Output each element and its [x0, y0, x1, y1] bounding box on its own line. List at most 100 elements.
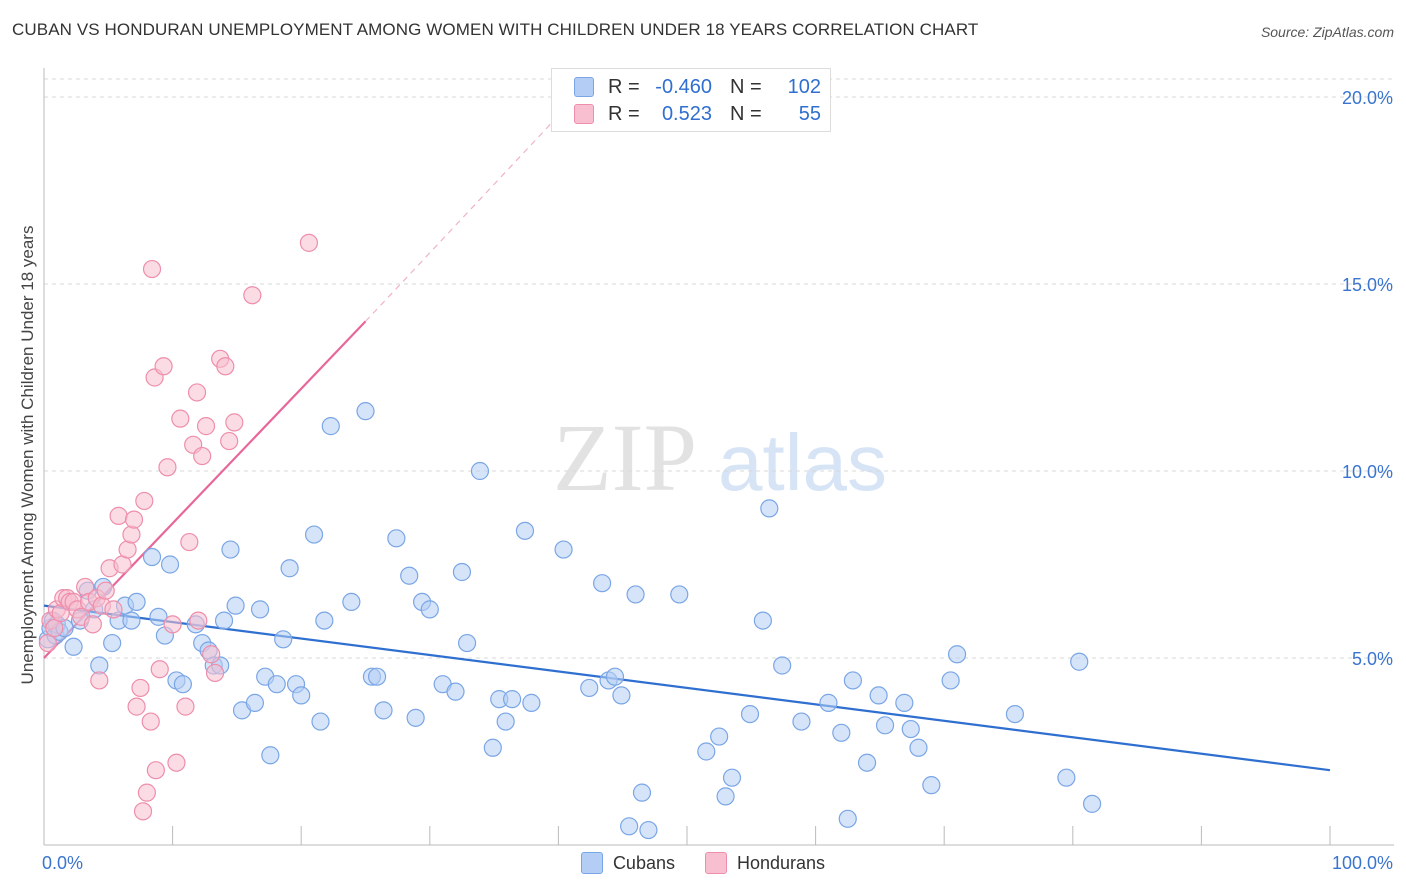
point-hondurans: [193, 446, 212, 466]
point-hondurans: [104, 600, 123, 619]
point-cubans: [740, 704, 760, 724]
n-value: 102: [787, 75, 821, 98]
point-cubans: [710, 727, 729, 746]
point-cubans: [267, 675, 286, 694]
point-hondurans: [216, 357, 235, 376]
legend-row-hondurans: R = 0.523 N = 55: [574, 101, 821, 127]
point-cubans: [452, 562, 472, 582]
legend-item-hondurans: Hondurans: [704, 852, 826, 874]
axes: [43, 68, 1394, 846]
point-cubans: [470, 461, 490, 481]
point-cubans: [149, 607, 168, 626]
point-cubans: [304, 525, 324, 544]
watermark-atlas: atlas: [718, 418, 887, 507]
point-cubans: [869, 686, 888, 705]
point-hondurans: [38, 633, 57, 653]
point-hondurans: [189, 611, 208, 630]
point-cubans: [941, 671, 960, 690]
x-tick-label: 100.0%: [1332, 853, 1393, 873]
point-cubans: [612, 686, 631, 705]
point-cubans: [819, 693, 838, 712]
n-value: 55: [798, 102, 821, 125]
point-hondurans: [131, 678, 150, 698]
point-cubans: [843, 671, 862, 690]
point-cubans: [214, 611, 234, 630]
point-hondurans: [176, 697, 195, 716]
point-cubans: [515, 521, 535, 540]
trend-line-cubans: [43, 604, 1331, 772]
point-cubans: [406, 708, 425, 727]
point-hondurans: [299, 233, 319, 252]
point-cubans: [1070, 652, 1089, 671]
point-cubans: [245, 693, 265, 712]
y-tick-label: 10.0%: [1342, 462, 1393, 482]
point-hondurans: [109, 506, 128, 525]
point-cubans: [483, 738, 502, 757]
point-cubans: [716, 787, 735, 806]
point-hondurans: [196, 417, 216, 436]
gridlines: [44, 78, 1394, 659]
r-label: R =: [608, 75, 640, 98]
point-cubans: [420, 600, 439, 619]
x-tick-label: 0.0%: [42, 853, 83, 873]
point-cubans: [280, 559, 299, 578]
point-cubans: [670, 585, 689, 604]
point-cubans: [522, 693, 541, 712]
point-cubans: [400, 566, 419, 585]
point-cubans: [356, 402, 375, 421]
point-cubans: [875, 716, 895, 735]
point-cubans: [626, 585, 645, 604]
point-cubans: [857, 753, 877, 772]
point-cubans: [760, 499, 779, 518]
point-cubans: [605, 667, 625, 686]
point-cubans: [250, 600, 270, 619]
zipatlas-watermark: ZIP atlas: [553, 404, 887, 511]
point-hondurans: [122, 525, 141, 544]
point-cubans: [127, 592, 146, 612]
point-hondurans: [154, 357, 173, 376]
point-cubans: [909, 738, 928, 757]
point-hondurans: [205, 663, 225, 683]
point-hondurans: [180, 532, 199, 552]
n-label: N =: [730, 102, 762, 125]
point-hondurans: [225, 413, 244, 432]
n-label: N =: [730, 75, 762, 98]
point-cubans: [1057, 768, 1076, 787]
point-cubans: [773, 656, 792, 675]
point-hondurans: [137, 783, 156, 802]
point-cubans: [632, 783, 652, 802]
point-cubans: [901, 719, 920, 739]
point-hondurans: [90, 671, 109, 690]
point-hondurans: [171, 409, 190, 428]
point-hondurans: [187, 383, 207, 402]
point-cubans: [895, 693, 914, 712]
tick-labels: 5.0% 10.0% 15.0% 20.0% 0.0% 100.0%: [42, 88, 1393, 873]
trend-line-hondurans-extension: [365, 115, 559, 322]
point-hondurans: [127, 697, 146, 716]
legend-item-cubans: Cubans: [580, 852, 675, 874]
point-hondurans: [158, 458, 177, 477]
legend-label-cubans: Cubans: [612, 852, 675, 873]
point-cubans: [947, 645, 967, 664]
point-cubans: [292, 686, 311, 705]
legend-label-hondurans: Hondurans: [736, 852, 826, 873]
data-points: [38, 233, 1102, 840]
point-cubans: [64, 637, 83, 656]
point-cubans: [173, 675, 192, 694]
point-cubans: [1005, 704, 1025, 724]
point-hondurans: [133, 802, 153, 821]
point-cubans: [922, 776, 941, 795]
point-cubans: [697, 742, 716, 761]
series-legend: Cubans Hondurans: [0, 852, 1406, 874]
point-hondurans: [220, 431, 239, 451]
r-value: 0.523: [661, 102, 712, 125]
point-hondurans: [142, 259, 162, 279]
y-tick-label: 15.0%: [1342, 275, 1393, 295]
point-cubans: [753, 611, 772, 630]
point-cubans: [503, 690, 522, 709]
correlation-legend: R = -0.460 N = 102 R = 0.523 N = 55: [551, 68, 831, 132]
point-cubans: [1082, 794, 1102, 813]
point-cubans: [221, 540, 240, 559]
point-cubans: [103, 633, 122, 653]
